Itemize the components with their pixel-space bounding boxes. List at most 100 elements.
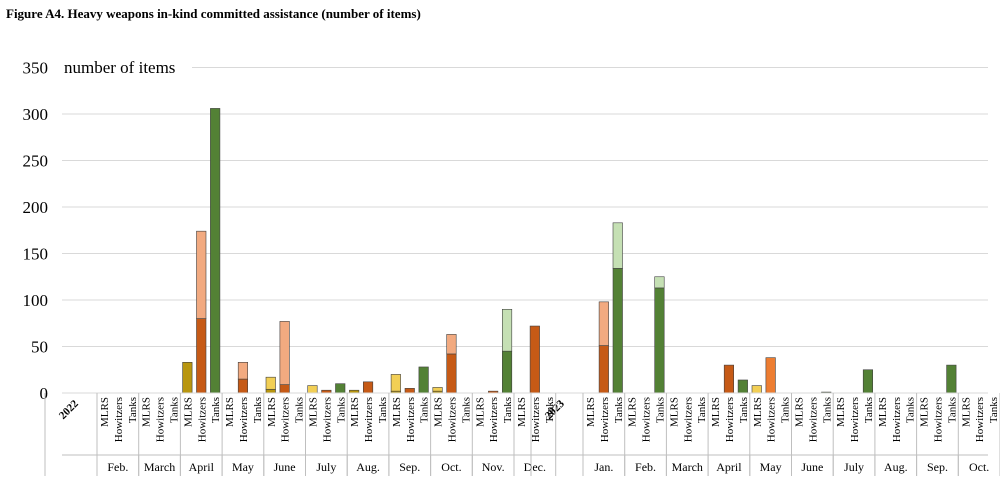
category-label: Howitzers bbox=[766, 397, 778, 442]
category-label: Tanks bbox=[502, 397, 514, 423]
x-axis-category-labels: MLRS Howitzers Tanks MLRS Howitzers Tanks MLRS… bbox=[99, 397, 1000, 442]
category-label: Howitzers bbox=[599, 397, 611, 442]
bar-segment bbox=[237, 378, 248, 394]
bar-segment bbox=[598, 301, 609, 346]
category-label: Howitzers bbox=[891, 397, 903, 442]
month-label: Sep. bbox=[927, 460, 948, 474]
category-label: Howitzers bbox=[849, 397, 861, 442]
bar-segment bbox=[654, 276, 665, 289]
category-label: MLRS bbox=[307, 397, 319, 427]
bar-segment bbox=[335, 383, 346, 394]
category-label: MLRS bbox=[585, 397, 597, 427]
bar-segment bbox=[404, 388, 415, 394]
category-label: Tanks bbox=[335, 397, 347, 423]
bar-segment bbox=[501, 350, 513, 394]
category-label: MLRS bbox=[960, 397, 972, 427]
bar-segment bbox=[446, 334, 457, 355]
month-label: Oct. bbox=[441, 460, 461, 474]
category-label: MLRS bbox=[877, 397, 889, 427]
bar-segment bbox=[196, 318, 207, 394]
y-axis-ticks: 0 50 100 150 200 250 300 350 bbox=[23, 59, 49, 404]
bar-segment bbox=[737, 379, 748, 394]
month-label: June bbox=[801, 460, 823, 474]
figure-title: Figure A4. Heavy weapons in-kind committ… bbox=[6, 6, 421, 21]
bar-segment bbox=[279, 321, 290, 385]
year-label: 2022 bbox=[57, 398, 81, 422]
category-label: Tanks bbox=[377, 397, 389, 423]
bars bbox=[182, 108, 957, 394]
category-label: MLRS bbox=[391, 397, 403, 427]
category-label: Howitzers bbox=[724, 397, 736, 442]
y-tick-label: 300 bbox=[23, 105, 49, 124]
bar-segment bbox=[501, 308, 513, 352]
category-label: MLRS bbox=[516, 397, 528, 427]
category-label: Howitzers bbox=[974, 397, 986, 442]
month-label: April bbox=[716, 460, 742, 474]
month-label: May bbox=[760, 460, 782, 474]
month-label: Dec. bbox=[524, 460, 546, 474]
bar-segment bbox=[654, 287, 665, 394]
category-label: Tanks bbox=[127, 397, 139, 423]
month-label: Oct. bbox=[969, 460, 989, 474]
month-label: Feb. bbox=[107, 460, 128, 474]
bar-segment bbox=[196, 230, 207, 319]
category-label: Howitzers bbox=[405, 397, 417, 442]
month-label: Aug. bbox=[356, 460, 380, 474]
category-label: Tanks bbox=[988, 397, 1000, 423]
y-axis-label: number of items bbox=[64, 58, 175, 77]
category-label: Tanks bbox=[738, 397, 750, 423]
category-label: MLRS bbox=[224, 397, 236, 427]
grid-lines bbox=[62, 67, 988, 347]
category-label: Howitzers bbox=[932, 397, 944, 442]
category-label: Tanks bbox=[168, 397, 180, 423]
category-label: Tanks bbox=[863, 397, 875, 423]
axis-separators bbox=[44, 392, 1000, 476]
bar-segment bbox=[446, 353, 457, 394]
category-label: MLRS bbox=[668, 397, 680, 427]
category-label: Tanks bbox=[696, 397, 708, 423]
category-label: Tanks bbox=[780, 397, 792, 423]
bar-segment bbox=[765, 357, 776, 394]
bar-segment bbox=[265, 376, 276, 390]
month-label: May bbox=[232, 460, 254, 474]
category-label: Tanks bbox=[654, 397, 666, 423]
category-label: Howitzers bbox=[196, 397, 208, 442]
category-label: Howitzers bbox=[238, 397, 250, 442]
category-label: MLRS bbox=[627, 397, 639, 427]
category-label: Howitzers bbox=[363, 397, 375, 442]
category-label: Tanks bbox=[821, 397, 833, 423]
category-label: Howitzers bbox=[488, 397, 500, 442]
category-label: MLRS bbox=[752, 397, 764, 427]
bar-segment bbox=[862, 369, 874, 394]
month-label: Aug. bbox=[884, 460, 908, 474]
category-label: MLRS bbox=[349, 397, 361, 427]
bar-segment bbox=[418, 366, 429, 394]
category-label: Tanks bbox=[294, 397, 306, 423]
category-label: MLRS bbox=[474, 397, 486, 427]
category-label: Tanks bbox=[905, 397, 917, 423]
bar-segment bbox=[182, 362, 193, 394]
month-label: Nov. bbox=[482, 460, 505, 474]
month-label: Sep. bbox=[399, 460, 420, 474]
category-label: Tanks bbox=[460, 397, 472, 423]
y-tick-label: 250 bbox=[23, 152, 49, 171]
bar-segment bbox=[612, 268, 623, 394]
bar-segment bbox=[362, 381, 374, 394]
category-label: Howitzers bbox=[155, 397, 167, 442]
x-axis-month-labels: Feb. March April May June July Aug. Sep. Oct. Nov… bbox=[107, 460, 989, 474]
category-label: Tanks bbox=[419, 397, 431, 423]
category-label: Tanks bbox=[210, 397, 222, 423]
y-tick-label: 150 bbox=[23, 245, 49, 264]
category-label: MLRS bbox=[182, 397, 194, 427]
bar-segment bbox=[751, 385, 762, 394]
month-label: March bbox=[144, 460, 175, 474]
category-label: MLRS bbox=[710, 397, 722, 427]
month-label: Feb. bbox=[635, 460, 656, 474]
month-label: March bbox=[672, 460, 703, 474]
month-label: June bbox=[274, 460, 296, 474]
month-label: Jan. bbox=[594, 460, 613, 474]
category-label: Tanks bbox=[252, 397, 264, 423]
category-label: MLRS bbox=[793, 397, 805, 427]
category-label: Howitzers bbox=[530, 397, 542, 442]
bar-segment bbox=[210, 108, 221, 394]
